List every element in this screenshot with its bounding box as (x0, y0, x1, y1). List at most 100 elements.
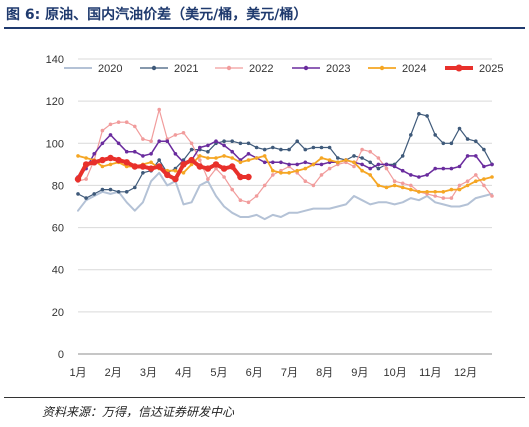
data-point (311, 162, 316, 167)
data-point (368, 166, 373, 171)
data-point (149, 160, 153, 165)
y-tick-label: 120 (46, 96, 64, 108)
data-point (482, 164, 486, 169)
data-point (425, 114, 429, 118)
data-point (295, 168, 300, 173)
legend-marker (151, 65, 157, 71)
data-point (336, 160, 340, 165)
data-point (384, 166, 389, 171)
data-point (319, 156, 324, 160)
legend-marker (455, 64, 463, 72)
data-point (230, 187, 234, 192)
data-point (474, 139, 478, 143)
title-rule (4, 27, 525, 29)
data-point (457, 187, 462, 192)
data-point (271, 160, 275, 165)
data-point (409, 183, 413, 188)
data-point (465, 183, 470, 188)
data-point (433, 133, 438, 137)
data-point (319, 162, 324, 167)
data-point (368, 149, 373, 154)
data-point (198, 158, 202, 162)
figure-title: 图 6: 原油、国内汽油价差（美元/桶，美元/桶） (6, 7, 308, 23)
data-point (100, 128, 105, 133)
data-point (214, 166, 218, 171)
data-point (230, 139, 234, 143)
data-point (262, 160, 267, 165)
data-point (417, 112, 421, 116)
source-note: 资料来源：万得，信达证券研发中心 (42, 405, 235, 419)
data-point (425, 173, 429, 177)
source-rule (4, 397, 525, 398)
data-point (474, 154, 478, 158)
legend-marker (226, 65, 232, 71)
data-point (82, 161, 90, 168)
legend-label: 2024 (402, 63, 426, 75)
y-tick-label: 0 (58, 349, 64, 361)
data-point (222, 154, 226, 158)
data-point (116, 190, 121, 194)
data-point (417, 175, 421, 179)
data-point (352, 154, 356, 158)
data-point (384, 162, 389, 167)
data-point (99, 156, 106, 164)
data-point (157, 139, 161, 143)
data-point (433, 194, 438, 198)
data-point (474, 173, 478, 177)
data-point (400, 154, 405, 158)
data-point (123, 159, 130, 166)
data-point (173, 168, 178, 173)
series-line-2025 (76, 156, 251, 182)
data-point (368, 160, 373, 165)
x-tick-label: 3月 (140, 367, 157, 379)
data-point (133, 149, 137, 154)
data-point (311, 145, 316, 150)
x-tick-label: 6月 (246, 367, 263, 379)
data-point (91, 159, 98, 166)
data-point (84, 177, 88, 181)
data-point (229, 163, 236, 170)
data-point (76, 154, 80, 158)
legend-item-2024: 2024 (368, 63, 426, 75)
data-point (303, 166, 308, 171)
data-point (449, 187, 454, 192)
data-point (392, 179, 397, 183)
data-point (165, 139, 170, 143)
legend-label: 2025 (479, 63, 503, 75)
data-point (108, 162, 113, 167)
data-point (254, 194, 259, 198)
data-point (238, 160, 243, 165)
data-point (149, 152, 153, 156)
data-point (262, 154, 267, 158)
x-tick-label: 11月 (419, 367, 441, 379)
data-point (295, 139, 300, 143)
data-point (246, 141, 251, 146)
data-point (100, 164, 105, 169)
data-point (189, 147, 194, 152)
legend-item-2023: 2023 (292, 63, 350, 75)
data-point (206, 156, 210, 160)
data-point (360, 147, 364, 152)
x-tick-label: 5月 (210, 367, 227, 379)
data-point (157, 107, 161, 112)
data-point (376, 183, 381, 188)
data-point (482, 147, 486, 152)
data-point (490, 194, 494, 198)
data-point (376, 156, 381, 160)
data-point (84, 156, 88, 160)
data-point (449, 166, 454, 171)
x-tick-label: 9月 (351, 367, 368, 379)
data-point (409, 187, 413, 192)
data-point (465, 154, 470, 158)
data-point (245, 173, 252, 181)
data-point (124, 149, 129, 154)
data-point (164, 171, 171, 179)
series-2021 (76, 112, 494, 200)
legend-label: 2022 (249, 63, 273, 75)
data-point (457, 126, 462, 131)
data-point (295, 162, 300, 167)
series-2024 (76, 154, 494, 194)
data-point (392, 164, 397, 169)
data-point (433, 166, 438, 171)
data-point (400, 168, 405, 173)
